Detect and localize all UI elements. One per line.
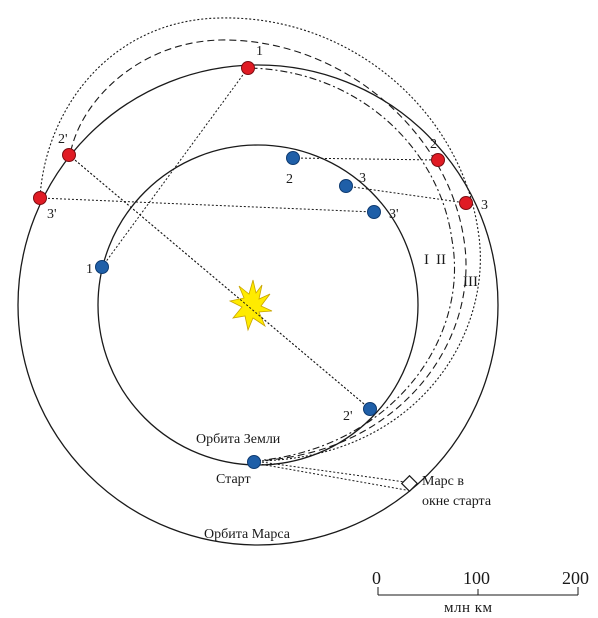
start-label: Старт	[216, 472, 251, 487]
earth-point-3	[339, 179, 353, 193]
scale-bar	[377, 587, 579, 596]
mars-orbit	[17, 64, 499, 546]
earth-orbit-label: Орбита Земли	[196, 432, 281, 447]
trajectory-II	[69, 39, 467, 462]
mars-label-2: 2	[430, 137, 437, 152]
earth-point-2p	[363, 402, 377, 416]
earth-label-3: 3	[359, 171, 366, 186]
mars-label-1: 1	[256, 44, 263, 59]
earth-label-2: 2	[286, 172, 293, 187]
mars-markers	[33, 61, 473, 210]
mars-point-2	[431, 153, 445, 167]
mars-point-3p	[33, 191, 47, 205]
earth-start-point	[247, 455, 261, 469]
sun-icon	[228, 279, 273, 332]
earth-label-3p: 3'	[389, 207, 399, 222]
earth-markers	[95, 151, 381, 469]
mars-point-3	[459, 196, 473, 210]
mars-point-1	[241, 61, 255, 75]
scale-unit-label: млн км	[444, 600, 493, 616]
trajectory-label-I: I	[424, 252, 429, 268]
mars-label-3p: 3'	[47, 207, 57, 222]
earth-point-3p	[367, 205, 381, 219]
scale-tick-100: 100	[463, 568, 490, 588]
connecting-lines	[39, 67, 467, 491]
earth-label-1: 1	[86, 262, 93, 277]
scale-tick-200: 200	[562, 568, 589, 588]
trajectory-III	[39, 17, 481, 462]
mars-window-label-line1: Марс в	[422, 474, 464, 489]
mars-window-label-line2: окне старта	[422, 494, 492, 509]
trajectory-I	[247, 67, 456, 462]
mars-orbit-label: Орбита Марса	[204, 527, 291, 542]
mars-label-3: 3	[481, 198, 488, 213]
earth-point-1	[95, 260, 109, 274]
scale-tick-0: 0	[372, 568, 381, 588]
mars-point-2p	[62, 148, 76, 162]
earth-label-2p: 2'	[343, 409, 353, 424]
trajectory-label-III: III	[463, 274, 478, 290]
mars-window-marker	[400, 474, 419, 493]
earth-point-2	[286, 151, 300, 165]
mars-label-2p: 2'	[58, 132, 68, 147]
trajectory-label-II: II	[436, 252, 446, 268]
